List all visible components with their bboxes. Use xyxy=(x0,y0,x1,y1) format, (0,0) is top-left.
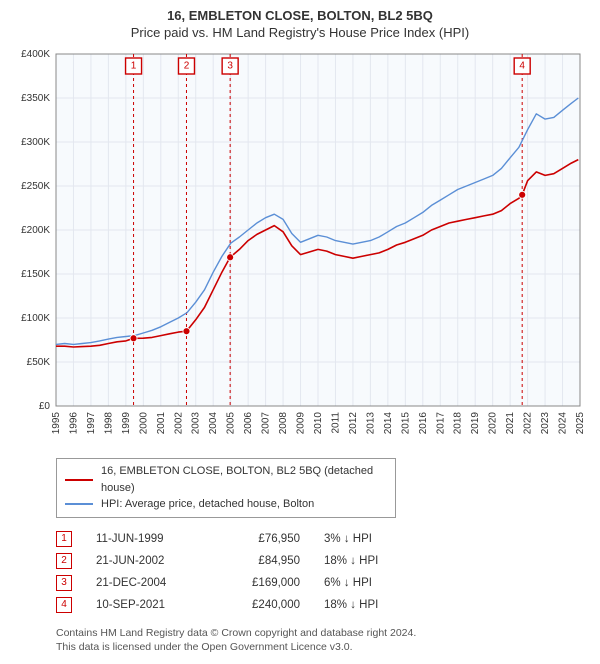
svg-text:2005: 2005 xyxy=(226,412,237,435)
legend: 16, EMBLETON CLOSE, BOLTON, BL2 5BQ (det… xyxy=(56,458,396,518)
svg-text:2021: 2021 xyxy=(505,412,516,435)
svg-text:1996: 1996 xyxy=(68,412,79,435)
svg-text:2002: 2002 xyxy=(173,412,184,435)
footer-line1: Contains HM Land Registry data © Crown c… xyxy=(56,626,590,640)
sale-date: 21-JUN-2002 xyxy=(96,555,196,567)
sale-price: £76,950 xyxy=(220,533,300,545)
legend-item-property: 16, EMBLETON CLOSE, BOLTON, BL2 5BQ (det… xyxy=(65,463,387,496)
legend-line-property xyxy=(65,479,93,481)
svg-text:£350K: £350K xyxy=(21,93,50,104)
title-address: 16, EMBLETON CLOSE, BOLTON, BL2 5BQ xyxy=(10,8,590,23)
svg-text:2023: 2023 xyxy=(540,412,551,435)
sale-marker-2: 2 xyxy=(56,553,72,569)
legend-label-property: 16, EMBLETON CLOSE, BOLTON, BL2 5BQ (det… xyxy=(101,463,387,496)
sale-marker-3: 3 xyxy=(56,575,72,591)
sale-date: 10-SEP-2021 xyxy=(96,599,196,611)
svg-text:2016: 2016 xyxy=(418,412,429,435)
sale-price: £84,950 xyxy=(220,555,300,567)
svg-text:2004: 2004 xyxy=(208,412,219,435)
sale-diff: 18% ↓ HPI xyxy=(324,555,424,567)
sale-diff: 18% ↓ HPI xyxy=(324,599,424,611)
svg-text:2: 2 xyxy=(184,61,190,72)
sale-diff: 3% ↓ HPI xyxy=(324,533,424,545)
sale-price: £169,000 xyxy=(220,577,300,589)
chart-area: £0 £50K £100K £150K £200K £250K £300K £350K £400… xyxy=(10,48,590,448)
sale-date: 11-JUN-1999 xyxy=(96,533,196,545)
svg-text:2015: 2015 xyxy=(400,412,411,435)
svg-text:1999: 1999 xyxy=(121,412,132,435)
svg-text:1997: 1997 xyxy=(86,412,97,435)
sales-row: 3 21-DEC-2004 £169,000 6% ↓ HPI xyxy=(56,572,590,594)
sales-row: 1 11-JUN-1999 £76,950 3% ↓ HPI xyxy=(56,528,590,550)
svg-text:2008: 2008 xyxy=(278,412,289,435)
price-chart: £0 £50K £100K £150K £200K £250K £300K £350K £400… xyxy=(10,48,590,448)
sale-marker-1: 1 xyxy=(56,531,72,547)
title-subtitle: Price paid vs. HM Land Registry's House … xyxy=(10,25,590,40)
svg-text:2003: 2003 xyxy=(191,412,202,435)
svg-text:2009: 2009 xyxy=(296,412,307,435)
svg-text:£150K: £150K xyxy=(21,269,50,280)
sale-marker-4: 4 xyxy=(56,597,72,613)
svg-text:2013: 2013 xyxy=(365,412,376,435)
svg-text:2025: 2025 xyxy=(575,412,586,435)
sale-diff: 6% ↓ HPI xyxy=(324,577,424,589)
svg-text:2001: 2001 xyxy=(156,412,167,435)
svg-text:£200K: £200K xyxy=(21,225,50,236)
sales-row: 2 21-JUN-2002 £84,950 18% ↓ HPI xyxy=(56,550,590,572)
svg-text:1: 1 xyxy=(131,61,137,72)
chart-container: 16, EMBLETON CLOSE, BOLTON, BL2 5BQ Pric… xyxy=(0,0,600,664)
svg-text:£100K: £100K xyxy=(21,313,50,324)
svg-text:2024: 2024 xyxy=(558,412,569,435)
svg-text:2019: 2019 xyxy=(470,412,481,435)
sales-row: 4 10-SEP-2021 £240,000 18% ↓ HPI xyxy=(56,594,590,616)
svg-text:2007: 2007 xyxy=(261,412,272,435)
svg-text:2020: 2020 xyxy=(488,412,499,435)
sales-table: 1 11-JUN-1999 £76,950 3% ↓ HPI 2 21-JUN-2002 £… xyxy=(56,528,590,616)
svg-text:2018: 2018 xyxy=(453,412,464,435)
svg-text:£0: £0 xyxy=(39,401,51,412)
svg-text:£50K: £50K xyxy=(27,357,51,368)
svg-text:2011: 2011 xyxy=(330,412,341,434)
svg-text:2014: 2014 xyxy=(383,412,394,435)
svg-text:£250K: £250K xyxy=(21,181,50,192)
svg-text:3: 3 xyxy=(227,61,233,72)
footer-line2: This data is licensed under the Open Gov… xyxy=(56,640,590,654)
legend-item-hpi: HPI: Average price, detached house, Bolt… xyxy=(65,496,387,513)
svg-text:4: 4 xyxy=(519,61,525,72)
svg-text:£400K: £400K xyxy=(21,49,50,60)
legend-line-hpi xyxy=(65,503,93,505)
svg-text:2012: 2012 xyxy=(348,412,359,435)
svg-text:1998: 1998 xyxy=(103,412,114,435)
svg-text:2006: 2006 xyxy=(243,412,254,435)
footer: Contains HM Land Registry data © Crown c… xyxy=(56,626,590,654)
legend-label-hpi: HPI: Average price, detached house, Bolt… xyxy=(101,496,314,513)
svg-text:2017: 2017 xyxy=(435,412,446,435)
sale-price: £240,000 xyxy=(220,599,300,611)
svg-text:2022: 2022 xyxy=(523,412,534,435)
svg-text:£300K: £300K xyxy=(21,137,50,148)
svg-text:1995: 1995 xyxy=(51,412,62,435)
svg-text:2000: 2000 xyxy=(138,412,149,435)
sale-date: 21-DEC-2004 xyxy=(96,577,196,589)
svg-text:2010: 2010 xyxy=(313,412,324,435)
